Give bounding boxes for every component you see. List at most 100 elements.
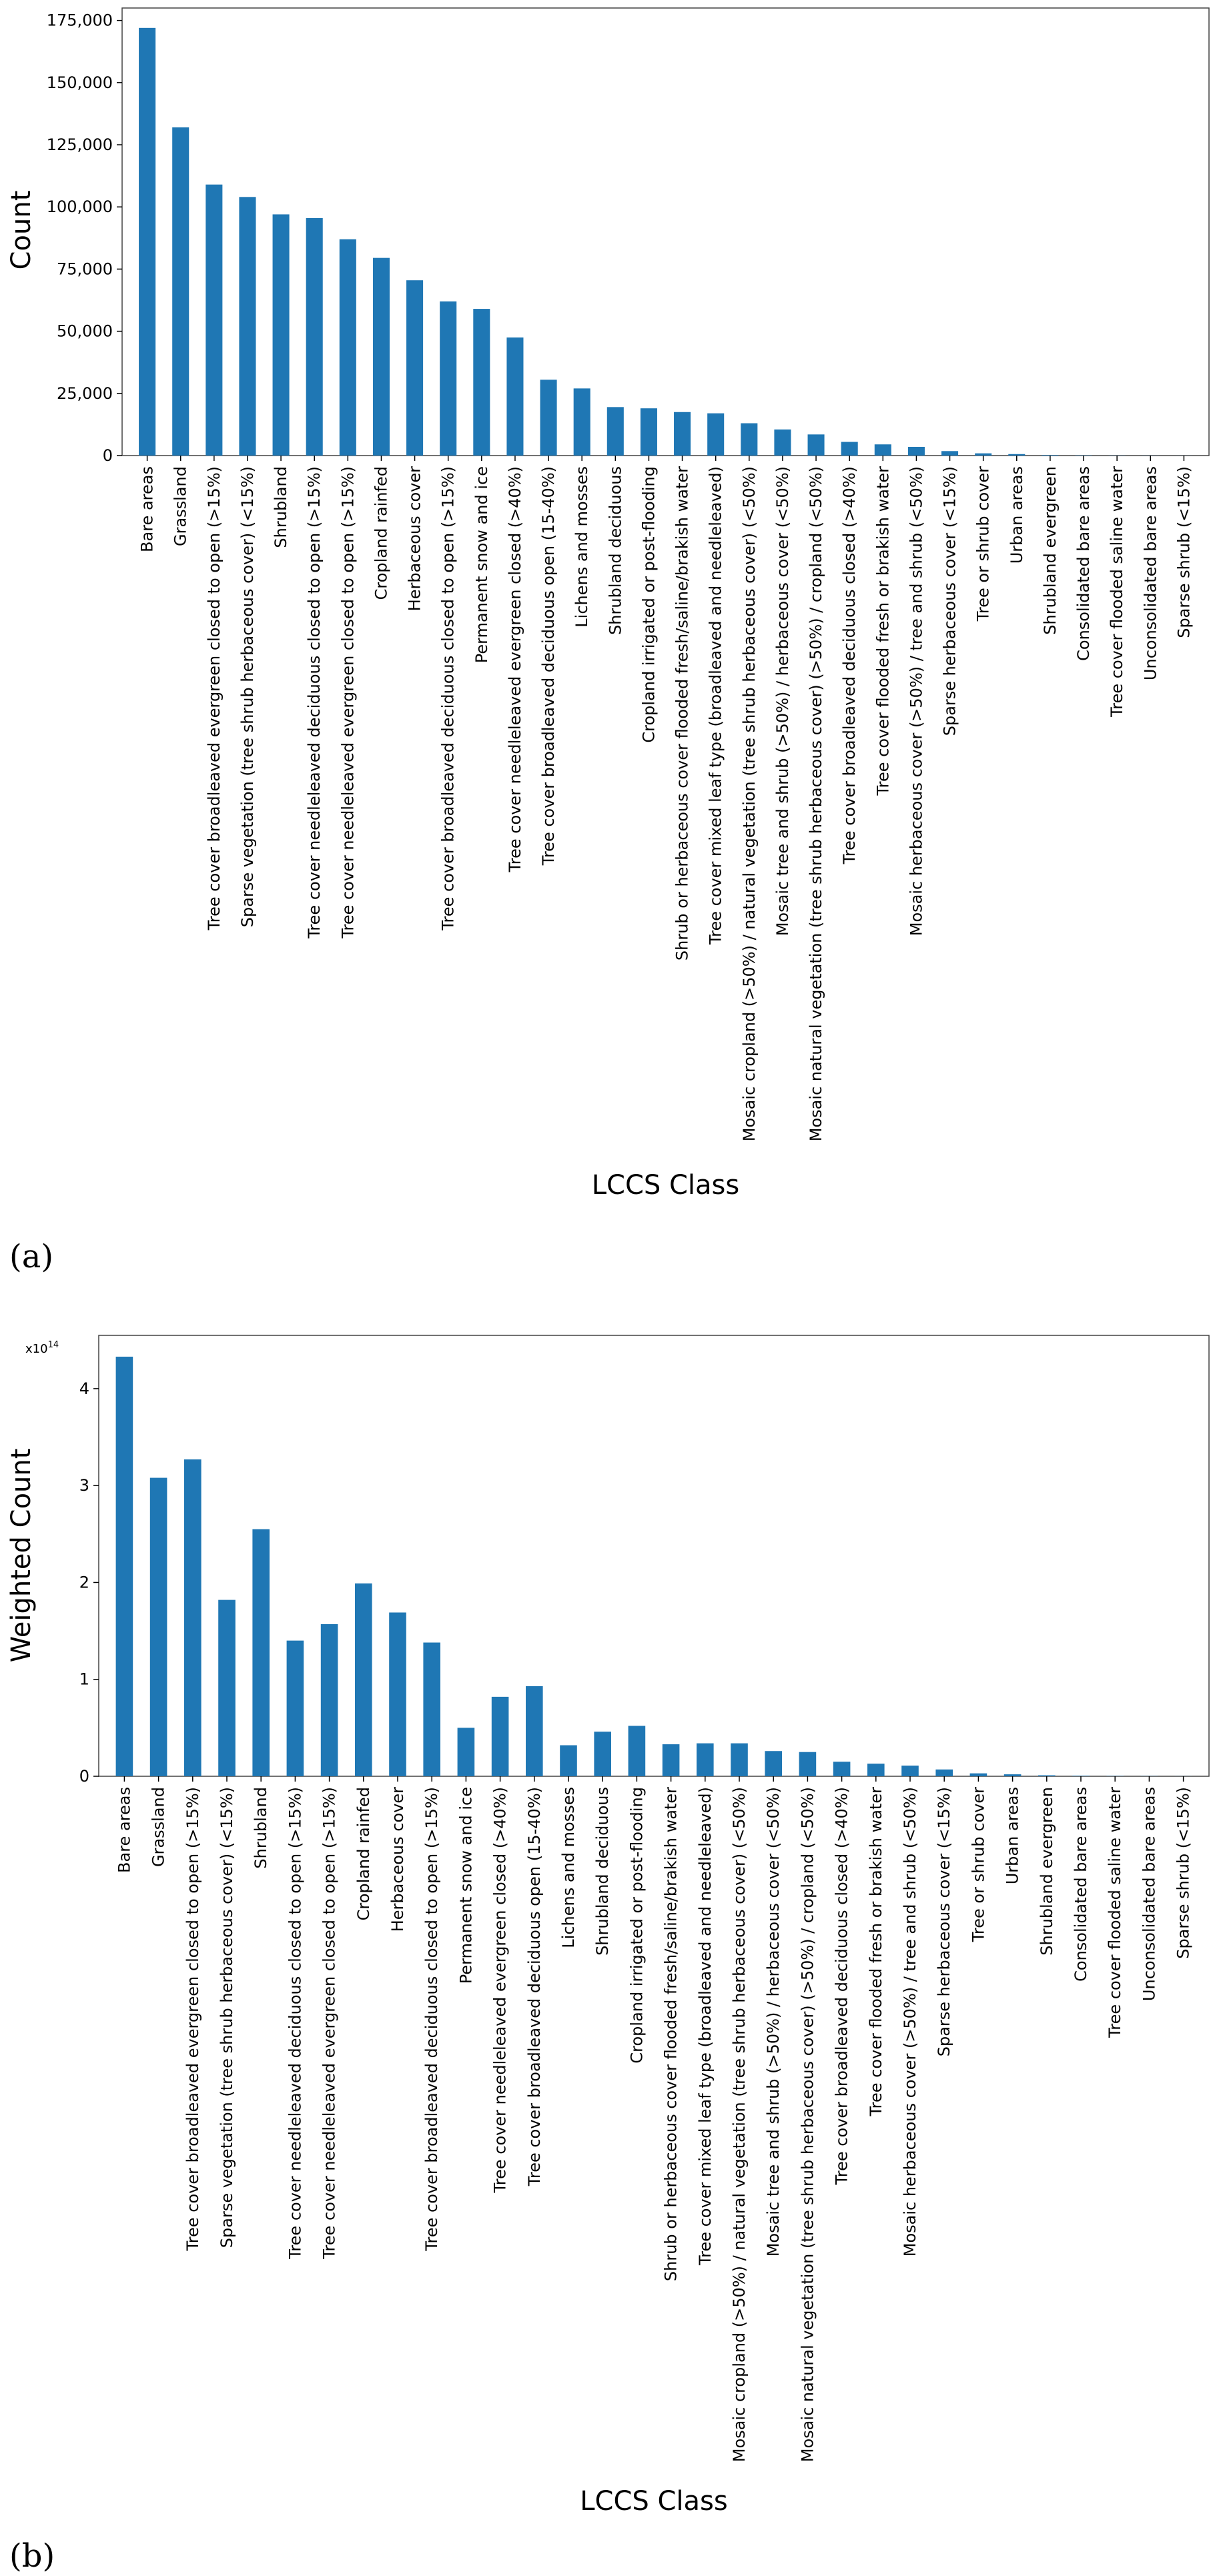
y-tick-label: 150,000 <box>47 73 113 92</box>
x-tick-label: Cropland rainfed <box>354 1787 373 1920</box>
x-tick-label: Lichens and mosses <box>572 466 591 628</box>
bar <box>907 446 925 456</box>
x-tick-label: Tree cover broadleaved deciduous closed … <box>833 1787 851 2185</box>
x-tick-label: Tree or shrub cover <box>974 466 993 622</box>
x-tick-label: Shrub or herbaceous cover flooded fresh/… <box>673 466 692 960</box>
bar <box>473 309 490 456</box>
bar <box>741 423 758 456</box>
x-tick-label: Sparse shrub (<15%) <box>1174 466 1193 638</box>
y-tick-label: 4 <box>79 1379 89 1398</box>
x-axis-label: LCCS Class <box>592 1170 739 1201</box>
y-tick-label: 1 <box>79 1670 89 1689</box>
y-tick-label: 75,000 <box>57 259 113 278</box>
x-tick-label: Mosaic herbaceous cover (>50%) / tree an… <box>907 466 925 936</box>
x-tick-label: Mosaic cropland (>50%) / natural vegetat… <box>730 1787 749 2462</box>
bar <box>731 1743 748 1776</box>
x-tick-label: Tree cover broadleaved evergreen closed … <box>183 1787 202 2251</box>
x-tick-label: Permanent snow and ice <box>472 466 491 663</box>
bar <box>606 407 624 456</box>
bar <box>115 1356 133 1776</box>
x-tick-label: Sparse vegetation (tree shrub herbaceous… <box>218 1787 236 2248</box>
x-tick-label: Consolidated bare areas <box>1074 466 1093 661</box>
x-tick-label: Unconsolidated bare areas <box>1141 466 1160 680</box>
bar <box>252 1529 270 1776</box>
bar <box>372 257 390 456</box>
y-tick-label: 25,000 <box>57 384 113 403</box>
x-tick-label: Tree cover broadleaved deciduous closed … <box>840 466 859 864</box>
bar <box>355 1583 372 1776</box>
x-tick-label: Sparse vegetation (tree shrub herbaceous… <box>238 466 257 927</box>
x-tick-label: Mosaic tree and shrub (>50%) / herbaceou… <box>773 466 792 936</box>
bar <box>139 27 156 456</box>
x-tick-label: Bare areas <box>138 466 157 552</box>
bar <box>218 1599 236 1776</box>
bar <box>540 380 557 456</box>
bar <box>874 444 891 456</box>
bar <box>697 1743 714 1776</box>
bar <box>841 442 858 456</box>
bar <box>799 1752 817 1776</box>
x-tick-label: Urban areas <box>1007 466 1026 564</box>
bar <box>286 1640 304 1776</box>
x-tick-label: Herbaceous cover <box>388 1787 407 1932</box>
x-tick-label: Shrubland <box>272 466 290 548</box>
y-tick-label: 100,000 <box>47 197 113 216</box>
bar <box>941 451 959 456</box>
plot-frame <box>121 7 1210 456</box>
bar <box>674 412 691 456</box>
bar <box>969 1773 987 1776</box>
chart-panel-a: 0 25,000 50,000 75,000 100,000 125,000 150,000… <box>6 7 1210 1275</box>
y-tick-label: 0 <box>103 446 113 465</box>
x-tick-label: Tree cover broadleaved deciduous open (1… <box>525 1787 544 2186</box>
x-tick-label: Tree cover needleleaved evergreen closed… <box>506 466 524 872</box>
panel-label: (b) <box>9 2537 55 2575</box>
x-tick-label: Tree cover needleleaved deciduous closed… <box>305 466 324 939</box>
y-tick-label: 175,000 <box>47 11 113 30</box>
x-tick-label: Shrubland <box>252 1787 270 1869</box>
bar <box>491 1696 509 1776</box>
x-tick-label: Mosaic cropland (>50%) / natural vegetat… <box>740 466 759 1141</box>
bar <box>833 1762 851 1776</box>
bar <box>707 413 725 456</box>
x-tick-label: Shrub or herbaceous cover flooded fresh/… <box>662 1787 681 2281</box>
bar <box>320 1624 338 1776</box>
x-tick-label: Tree cover flooded fresh or brakish wate… <box>867 1787 885 2117</box>
bar <box>149 1477 167 1776</box>
bar <box>975 453 992 456</box>
x-tick-label: Consolidated bare areas <box>1072 1787 1090 1982</box>
x-tick-label: Shrubland evergreen <box>1038 1787 1056 1956</box>
x-tick-label: Tree cover needleleaved evergreen closed… <box>491 1787 510 2193</box>
x-tick-label: Tree cover mixed leaf type (broadleaved … <box>696 1787 715 2266</box>
x-tick-label: Tree or shrub cover <box>969 1787 987 1942</box>
bar <box>526 1686 543 1776</box>
bar <box>807 434 825 456</box>
x-tick-label: Shrubland deciduous <box>593 1787 612 1956</box>
x-tick-label: Tree cover needleleaved evergreen closed… <box>320 1787 339 2260</box>
bar <box>594 1732 611 1776</box>
x-tick-label: Tree cover flooded saline water <box>1106 1787 1124 2038</box>
y-tick-label: 125,000 <box>47 135 113 154</box>
bar <box>339 239 356 456</box>
x-tick-label: Lichens and mosses <box>559 1787 578 1948</box>
x-tick-label: Shrubland deciduous <box>606 466 625 635</box>
bar <box>506 337 524 456</box>
x-tick-label: Sparse herbaceous cover (<15%) <box>935 1787 953 2056</box>
bar <box>774 429 791 456</box>
bar <box>901 1766 919 1776</box>
x-tick-label: Tree cover broadleaved deciduous open (1… <box>539 466 558 866</box>
bar <box>440 301 457 456</box>
x-tick-label: Tree cover mixed leaf type (broadleaved … <box>707 466 725 945</box>
bar <box>389 1612 406 1776</box>
bar <box>206 184 223 456</box>
y-tick-label: 3 <box>79 1476 89 1495</box>
bar <box>306 217 323 456</box>
scale-exponent: 14 <box>48 1340 59 1350</box>
x-tick-label: Cropland irrigated or post-flooding <box>627 1787 646 2064</box>
y-axis-label: Weighted Count <box>6 1449 37 1663</box>
x-tick-label: Bare areas <box>115 1787 133 1873</box>
bar <box>1042 455 1059 456</box>
plot-frame <box>98 1335 1210 1777</box>
bar <box>640 408 657 456</box>
x-tick-label: Tree cover flooded fresh or brakish wate… <box>873 466 892 796</box>
